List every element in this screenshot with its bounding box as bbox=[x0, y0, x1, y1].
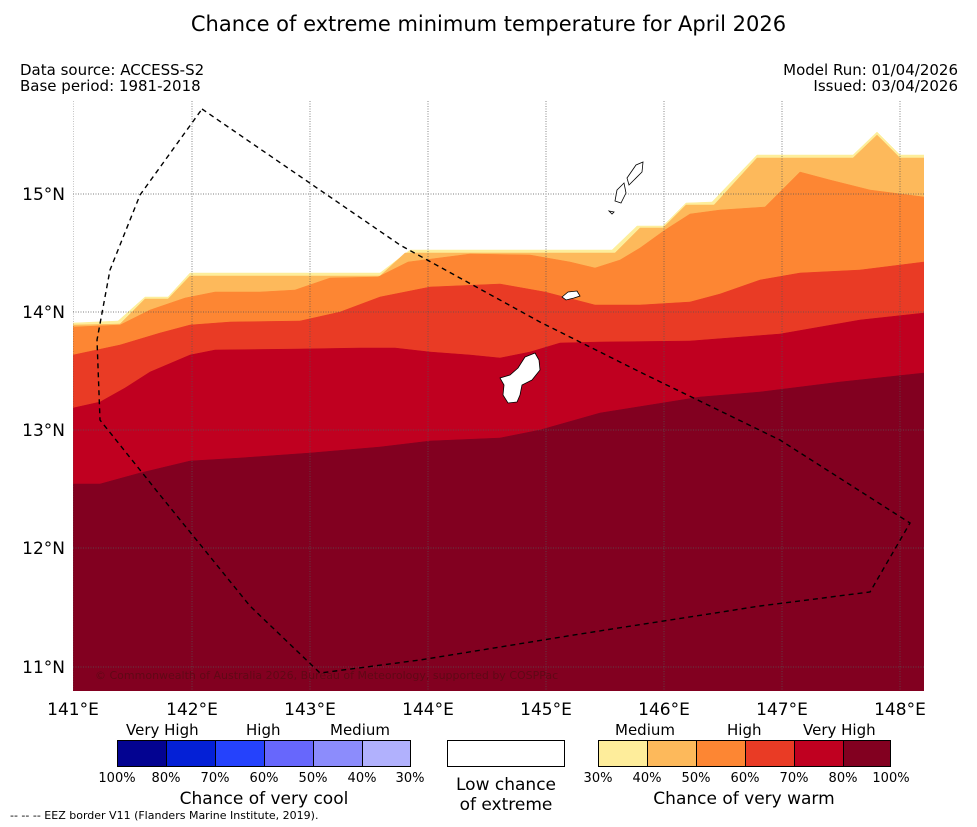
cool-swatch-100-80 bbox=[117, 740, 167, 767]
model-run-info: Model Run: 01/04/2026 Issued: 03/04/2026 bbox=[783, 62, 958, 94]
lat-label-11: 11°N bbox=[22, 658, 65, 678]
warm-swatch-60-70 bbox=[745, 740, 795, 767]
cool-high-label: High bbox=[246, 721, 281, 739]
warm-swatch-50-60 bbox=[696, 740, 746, 767]
lon-label-147: 147°E bbox=[756, 700, 808, 720]
model-run: Model Run: 01/04/2026 bbox=[783, 61, 958, 79]
cool-swatch-40-30 bbox=[362, 740, 411, 767]
cool-pct-60: 60% bbox=[249, 771, 279, 786]
warm-swatch-70-80 bbox=[794, 740, 844, 767]
issued-date: Issued: 03/04/2026 bbox=[813, 77, 958, 95]
graticule bbox=[73, 101, 924, 691]
warm-swatch-30-40 bbox=[598, 740, 648, 767]
cool-swatch-80-70 bbox=[166, 740, 216, 767]
neutral-label-line1: Low chance bbox=[456, 775, 556, 795]
warm-swatch-40-50 bbox=[647, 740, 697, 767]
cool-very-high-label: Very High bbox=[126, 721, 199, 739]
lon-label-145: 145°E bbox=[520, 700, 572, 720]
neutral-label-line2: of extreme bbox=[459, 795, 553, 815]
eez-boundary bbox=[96, 108, 911, 674]
warm-high-label: High bbox=[727, 721, 762, 739]
cool-pct-50: 50% bbox=[298, 771, 328, 786]
cool-legend-title: Chance of very cool bbox=[179, 789, 349, 809]
lon-label-148: 148°E bbox=[874, 700, 926, 720]
base-period: Base period: 1981-2018 bbox=[20, 77, 201, 95]
lat-label-13: 13°N bbox=[22, 421, 65, 441]
warm-legend-title: Chance of very warm bbox=[653, 789, 835, 809]
island-rota bbox=[561, 290, 581, 301]
lat-label-14: 14°N bbox=[22, 303, 65, 323]
band-80-100 bbox=[73, 372, 924, 691]
island-guam bbox=[499, 352, 541, 404]
warm-medium-label: Medium bbox=[615, 721, 675, 739]
cool-swatch-50-40 bbox=[313, 740, 363, 767]
islands bbox=[499, 161, 644, 404]
warm-pct-80: 80% bbox=[828, 771, 858, 786]
warm-very-high-label: Very High bbox=[803, 721, 876, 739]
cool-swatch-60-50 bbox=[264, 740, 314, 767]
lon-label-146: 146°E bbox=[638, 700, 690, 720]
map-plot-area: © Commonwealth of Australia 2026, Bureau… bbox=[73, 101, 924, 691]
lon-label-142: 142°E bbox=[166, 700, 218, 720]
neutral-swatch bbox=[447, 740, 565, 767]
warm-pct-60: 60% bbox=[730, 771, 760, 786]
page-title: Chance of extreme minimum temperature fo… bbox=[190, 12, 787, 36]
cool-pct-100: 100% bbox=[98, 771, 136, 786]
island-saipan bbox=[626, 161, 644, 186]
lat-label-15: 15°N bbox=[22, 185, 65, 205]
lon-label-144: 144°E bbox=[402, 700, 454, 720]
warm-pct-100: 100% bbox=[872, 771, 910, 786]
eez-footnote: -- -- -- EEZ border V11 (Flanders Marine… bbox=[10, 809, 319, 822]
copyright-notice: © Commonwealth of Australia 2026, Bureau… bbox=[95, 669, 558, 682]
warm-pct-40: 40% bbox=[632, 771, 662, 786]
data-source: Data source: ACCESS-S2 bbox=[20, 61, 205, 79]
lon-label-143: 143°E bbox=[284, 700, 336, 720]
data-source-info: Data source: ACCESS-S2 Base period: 1981… bbox=[20, 62, 204, 94]
warm-pct-70: 70% bbox=[779, 771, 809, 786]
warm-swatch-80-100 bbox=[843, 740, 891, 767]
warm-pct-30: 30% bbox=[583, 771, 613, 786]
lon-label-141: 141°E bbox=[47, 700, 99, 720]
lat-label-12: 12°N bbox=[22, 539, 65, 559]
cool-pct-70: 70% bbox=[200, 771, 230, 786]
warm-pct-50: 50% bbox=[681, 771, 711, 786]
cool-pct-40: 40% bbox=[347, 771, 377, 786]
cool-pct-80: 80% bbox=[151, 771, 181, 786]
cool-medium-label: Medium bbox=[330, 721, 390, 739]
island-aguijan bbox=[607, 210, 615, 215]
island-tinian bbox=[614, 182, 627, 204]
cool-pct-30: 30% bbox=[395, 771, 425, 786]
cool-swatch-70-60 bbox=[215, 740, 265, 767]
